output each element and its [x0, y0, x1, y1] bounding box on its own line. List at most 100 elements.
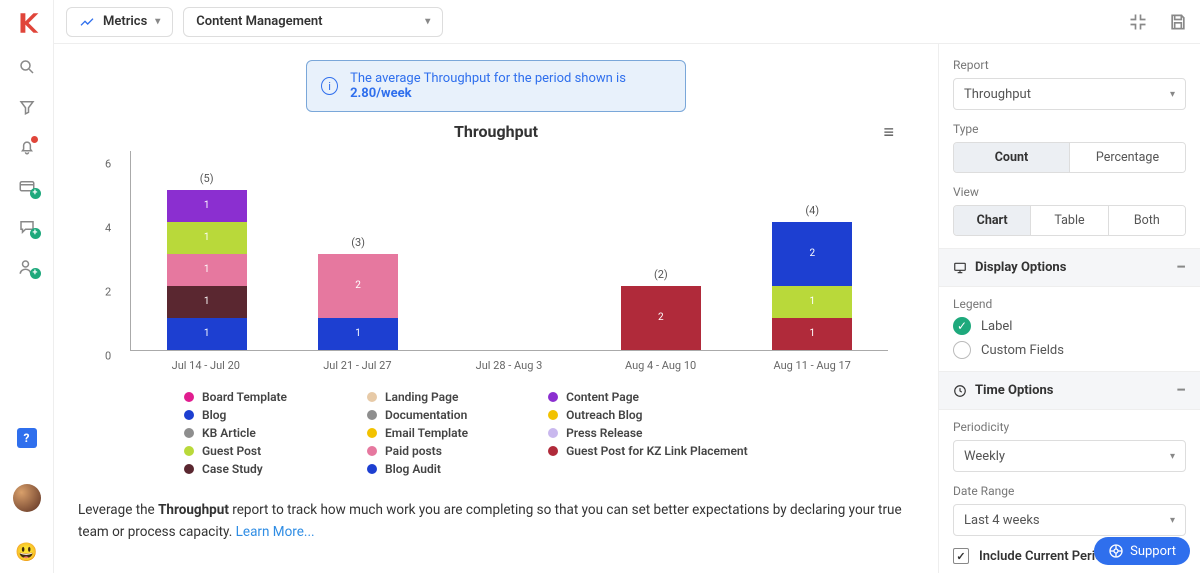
periodicity-select[interactable]: Weekly▾ [953, 440, 1186, 472]
bar-segment[interactable]: 2 [318, 254, 398, 318]
bar-segment[interactable]: 1 [167, 286, 247, 318]
chevron-down-icon: ▾ [1170, 515, 1175, 526]
info-icon: i [321, 77, 338, 95]
legend-item[interactable]: Content Page [548, 390, 748, 404]
legend-item[interactable]: Blog Audit [367, 462, 468, 476]
search-icon[interactable] [18, 58, 36, 76]
legend-item[interactable]: KB Article [184, 426, 287, 440]
type-toggle-percentage[interactable]: Percentage [1069, 143, 1185, 172]
x-axis-label: Jul 28 - Aug 3 [469, 359, 549, 372]
bar-segment[interactable]: 1 [772, 286, 852, 318]
bar-column: (2)2 [621, 286, 701, 350]
filter-icon[interactable] [18, 98, 36, 116]
legend-label: KB Article [202, 426, 256, 440]
add-user-icon[interactable]: + [18, 258, 36, 276]
view-field-label: View [953, 185, 1186, 199]
legend-label: Paid posts [385, 444, 442, 458]
legend-item[interactable]: Email Template [367, 426, 468, 440]
legend-item[interactable]: Landing Page [367, 390, 468, 404]
chart-menu-icon[interactable]: ≡ [883, 126, 894, 140]
bar-segment[interactable]: 1 [167, 254, 247, 286]
support-button[interactable]: Support [1094, 537, 1190, 565]
support-icon [1108, 543, 1124, 559]
legend-swatch [548, 410, 558, 420]
collapse-section-icon[interactable]: − [1176, 257, 1186, 278]
time-options-header[interactable]: Time Options − [939, 371, 1200, 410]
legend-swatch [367, 446, 377, 456]
help-icon[interactable]: ? [17, 428, 37, 448]
bar-segment[interactable]: 1 [167, 190, 247, 222]
chevron-down-icon: ▾ [425, 16, 430, 27]
type-toggle-count[interactable]: Count [954, 143, 1069, 172]
legend-swatch [184, 392, 194, 402]
metrics-dropdown[interactable]: Metrics ▾ [66, 7, 173, 37]
add-card-icon[interactable]: + [18, 178, 36, 196]
legend-label: Outreach Blog [566, 408, 642, 422]
x-axis-label: Aug 11 - Aug 17 [772, 359, 852, 372]
radio-icon: ✓ [953, 317, 971, 335]
type-toggle: CountPercentage [953, 142, 1186, 173]
y-axis-tick: 6 [105, 158, 111, 171]
view-toggle-table[interactable]: Table [1030, 206, 1107, 235]
bar-total-label: (5) [167, 172, 247, 185]
banner-text: The average Throughput for the period sh… [350, 71, 671, 101]
legend-label: Guest Post for KZ Link Placement [566, 444, 748, 458]
legend-item[interactable]: Board Template [184, 390, 287, 404]
save-icon[interactable] [1168, 12, 1188, 32]
bar-total-label: (4) [772, 204, 852, 217]
legend-label: Landing Page [385, 390, 458, 404]
legend-label: Blog Audit [385, 462, 441, 476]
report-select[interactable]: Throughput▾ [953, 78, 1186, 110]
bar-segment[interactable]: 2 [621, 286, 701, 350]
legend-radio-custom-fields[interactable]: Custom Fields [953, 341, 1186, 359]
collapse-icon[interactable] [1128, 12, 1148, 32]
legend-item[interactable]: Outreach Blog [548, 408, 748, 422]
right-panel: Report Throughput▾ Type CountPercentage … [938, 44, 1200, 573]
bar-segment[interactable]: 1 [772, 318, 852, 350]
legend-label: Content Page [566, 390, 639, 404]
topbar: Metrics ▾ Content Management ▾ [54, 0, 1200, 44]
bar-column: (4)112 [772, 222, 852, 350]
bar-segment[interactable]: 2 [772, 222, 852, 286]
chart-legend: Board Template Blog KB Article Guest Post Ca… [184, 390, 898, 476]
bar-segment[interactable]: 1 [318, 318, 398, 350]
legend-item[interactable]: Press Release [548, 426, 748, 440]
daterange-select[interactable]: Last 4 weeks▾ [953, 504, 1186, 536]
legend-label: Guest Post [202, 444, 261, 458]
view-toggle-chart[interactable]: Chart [954, 206, 1030, 235]
notifications-icon[interactable] [18, 138, 36, 156]
legend-swatch [367, 410, 377, 420]
view-toggle-both[interactable]: Both [1108, 206, 1185, 235]
learn-more-link[interactable]: Learn More... [236, 524, 315, 540]
legend-swatch [548, 446, 558, 456]
chevron-down-icon: ▾ [1170, 451, 1175, 462]
legend-item[interactable]: Blog [184, 408, 287, 422]
legend-item[interactable]: Case Study [184, 462, 287, 476]
metrics-icon [79, 14, 95, 30]
chevron-down-icon: ▾ [155, 16, 160, 27]
bar-segment[interactable]: 1 [167, 222, 247, 254]
user-avatar[interactable] [13, 484, 41, 512]
project-dropdown[interactable]: Content Management ▾ [183, 7, 443, 37]
x-axis-label: Aug 4 - Aug 10 [621, 359, 701, 372]
clock-icon [953, 384, 967, 398]
legend-item[interactable]: Guest Post [184, 444, 287, 458]
feedback-emoji-icon[interactable]: 😃 [15, 542, 37, 563]
y-axis-tick: 0 [105, 350, 111, 363]
legend-item[interactable]: Guest Post for KZ Link Placement [548, 444, 748, 458]
legend-swatch [548, 392, 558, 402]
bar-column: (3)12 [318, 254, 398, 350]
report-description: Leverage the Throughput report to track … [78, 500, 914, 543]
legend-swatch [184, 428, 194, 438]
view-toggle: ChartTableBoth [953, 205, 1186, 236]
legend-swatch [548, 428, 558, 438]
y-axis-tick: 4 [105, 222, 111, 235]
legend-radio-label[interactable]: ✓Label [953, 317, 1186, 335]
legend-label: Board Template [202, 390, 287, 404]
legend-item[interactable]: Documentation [367, 408, 468, 422]
display-options-header[interactable]: Display Options − [939, 248, 1200, 287]
bar-segment[interactable]: 1 [167, 318, 247, 350]
collapse-section-icon[interactable]: − [1176, 380, 1186, 401]
legend-item[interactable]: Paid posts [367, 444, 468, 458]
add-comment-icon[interactable]: + [18, 218, 36, 236]
